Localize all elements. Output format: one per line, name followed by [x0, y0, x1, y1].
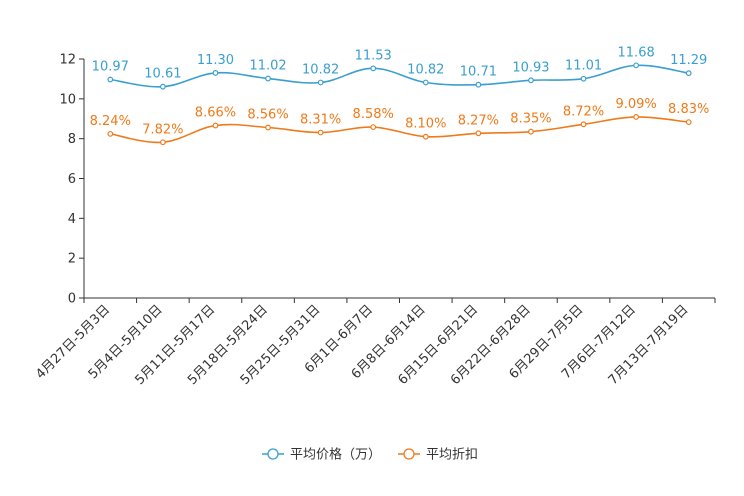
data-label: 11.29: [670, 53, 707, 68]
data-label: 8.10%: [405, 117, 446, 132]
data-label: 11.02: [249, 59, 286, 74]
series-2: 8.24% 7.82% 8.66% 8.56% 8.31% 8.58% 8.10% 8.27%…: [90, 97, 709, 146]
data-label: 8.56%: [247, 108, 288, 123]
y-tick-label: 12: [59, 53, 76, 68]
data-label: 10.71: [460, 65, 497, 80]
data-point[interactable]: [317, 129, 324, 136]
data-label: 9.09%: [615, 97, 656, 112]
data-point[interactable]: [265, 124, 271, 131]
data-point[interactable]: [159, 139, 166, 146]
data-point[interactable]: [685, 70, 692, 77]
data-label: 10.97: [92, 60, 129, 75]
legend-label: 平均折扣: [426, 448, 478, 463]
data-point[interactable]: [685, 119, 692, 126]
data-label: 10.61: [144, 67, 181, 82]
axes: 0246810124月27日-5月3日5月4日-5月10日5月11日-5月17日…: [33, 53, 716, 388]
data-label: 11.53: [355, 48, 392, 63]
y-tick-label: 0: [68, 292, 76, 307]
data-point[interactable]: [633, 114, 640, 120]
data-point[interactable]: [422, 133, 429, 140]
data-label: 10.93: [512, 60, 549, 75]
data-point[interactable]: [370, 65, 377, 72]
data-point[interactable]: [580, 121, 587, 128]
data-point[interactable]: [212, 122, 219, 129]
data-label: 11.01: [565, 59, 602, 74]
data-label: 8.35%: [510, 112, 551, 127]
data-label: 7.82%: [142, 122, 183, 137]
legend-marker: [267, 448, 279, 460]
data-label: 8.31%: [300, 112, 341, 127]
legend-item-2[interactable]: 平均折扣: [398, 448, 478, 463]
data-label: 8.58%: [353, 107, 394, 122]
data-label: 8.72%: [563, 104, 604, 119]
series-line: [110, 116, 689, 144]
legend-marker: [403, 448, 415, 460]
y-tick-label: 4: [68, 212, 76, 227]
data-label: 8.27%: [458, 113, 499, 128]
data-point[interactable]: [422, 79, 429, 86]
data-point[interactable]: [159, 83, 166, 90]
data-point[interactable]: [633, 62, 640, 69]
data-point[interactable]: [265, 75, 271, 82]
data-point[interactable]: [370, 124, 377, 131]
data-point[interactable]: [528, 77, 534, 84]
data-label: 8.66%: [195, 106, 236, 121]
y-tick-label: 8: [68, 132, 76, 147]
legend[interactable]: 平均价格（万） 平均折扣: [262, 447, 478, 463]
legend-item-1[interactable]: 平均价格（万）: [262, 447, 381, 463]
series-1: 10.97 10.61 11.30 11.02 10.82 11.53 10.82 10.71…: [92, 45, 707, 90]
data-label: 11.68: [618, 45, 655, 60]
y-tick-label: 6: [68, 172, 76, 187]
data-point[interactable]: [580, 75, 587, 82]
data-point[interactable]: [317, 79, 324, 86]
data-label: 8.24%: [90, 114, 131, 129]
data-label: 11.30: [197, 53, 234, 68]
data-point[interactable]: [107, 76, 114, 83]
data-label: 8.83%: [668, 102, 709, 117]
y-tick-label: 2: [68, 252, 76, 267]
data-point[interactable]: [475, 81, 482, 88]
y-tick-label: 10: [59, 92, 76, 107]
legend-label: 平均价格（万）: [290, 447, 381, 463]
data-label: 10.82: [407, 63, 444, 78]
data-point[interactable]: [107, 130, 114, 137]
series-line: [110, 64, 689, 88]
data-point[interactable]: [212, 70, 219, 76]
data-point[interactable]: [528, 128, 534, 135]
data-label: 10.82: [302, 63, 339, 78]
series-group: 10.97 10.61 11.30 11.02 10.82 11.53 10.82 10.71…: [90, 45, 709, 146]
data-point[interactable]: [475, 130, 482, 137]
